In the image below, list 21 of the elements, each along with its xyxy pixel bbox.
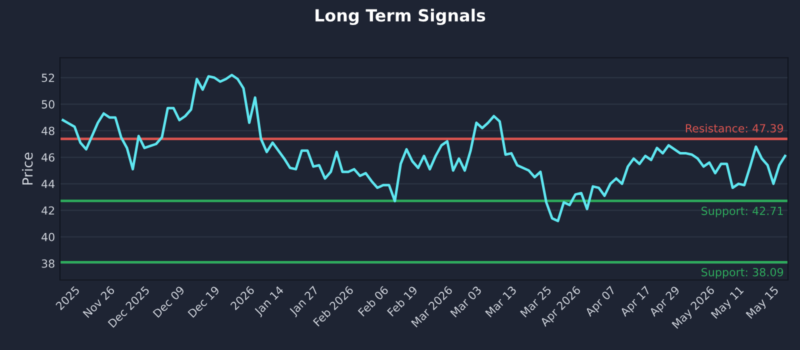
x-tick-label: Jan 27 bbox=[288, 286, 320, 318]
chart-title: Long Term Signals bbox=[316, 8, 486, 26]
x-tick-label: Jan 14 bbox=[254, 286, 286, 318]
line-series bbox=[62, 74, 786, 222]
x-tick-label: Apr 07 bbox=[584, 286, 618, 318]
x-tick-label: Dec 09 bbox=[152, 286, 185, 318]
ref-line-label: Support: 42.71 bbox=[702, 206, 783, 218]
y-tick-label: 42 bbox=[42, 206, 54, 215]
y-tick-label: 46 bbox=[42, 153, 54, 162]
y-tick-label: 52 bbox=[42, 74, 54, 82]
x-tick-label: Feb 19 bbox=[386, 285, 418, 317]
ref-line-label: Support: 38.09 bbox=[702, 268, 784, 279]
y-tick-label: 48 bbox=[42, 126, 54, 136]
y-tick-label: 44 bbox=[42, 180, 55, 188]
x-tick-label: Dec 19 bbox=[188, 286, 220, 318]
y-tick-label: 38 bbox=[42, 259, 54, 268]
y-axis-title: Price bbox=[22, 152, 33, 184]
y-tick-label: 50 bbox=[42, 100, 54, 109]
y-tick-label: 40 bbox=[42, 232, 54, 242]
ref-line-label: Resistance: 47.39 bbox=[686, 124, 784, 132]
x-tick-label: Mar 13 bbox=[484, 286, 517, 318]
